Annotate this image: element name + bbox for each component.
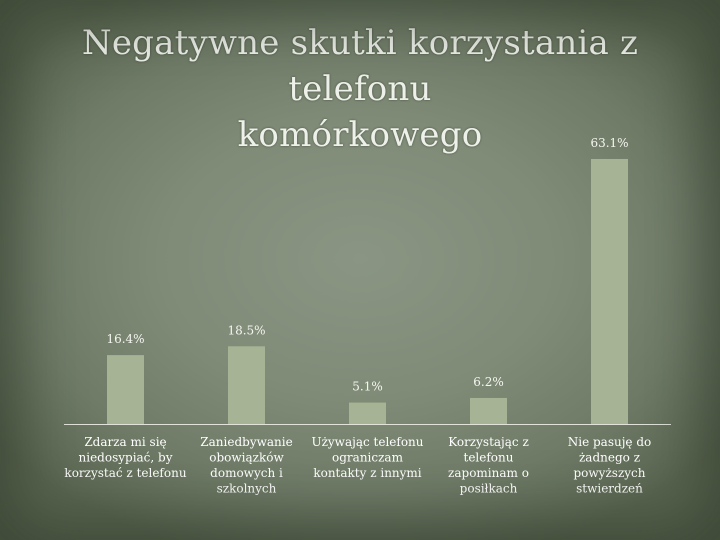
category-label-2: Zaniedbywanie obowiązków domowych i szkolny… — [200, 435, 292, 496]
category-label-5: Nie pasuję do żadnego z powyższych stwierdz… — [568, 435, 652, 496]
data-label-4: 6.2% — [473, 375, 504, 389]
bar-4 — [470, 397, 507, 424]
bar-5 — [591, 158, 628, 425]
title-line-1: Negatywne skutki korzystania z telefonu — [81, 23, 639, 109]
data-label-1: 16.4% — [106, 332, 144, 346]
data-label-3: 5.1% — [352, 380, 383, 394]
bar-3 — [349, 402, 386, 424]
data-label-2: 18.5% — [227, 323, 265, 337]
slide-title: Negatywne skutki korzystania z telefonu … — [20, 20, 700, 158]
category-label-4: Korzystając z telefonu zapominam o posiłkac… — [448, 435, 529, 496]
bar-2 — [228, 346, 265, 424]
category-label-3: Używając telefonu ograniczam kontakty z in… — [311, 435, 423, 480]
title-line-2: komórkowego — [237, 115, 483, 155]
category-label-1: Zdarza mi się niedosypiać, by korzystać z … — [64, 435, 186, 480]
bar-1 — [107, 355, 144, 424]
data-label-5: 63.1% — [590, 136, 628, 150]
